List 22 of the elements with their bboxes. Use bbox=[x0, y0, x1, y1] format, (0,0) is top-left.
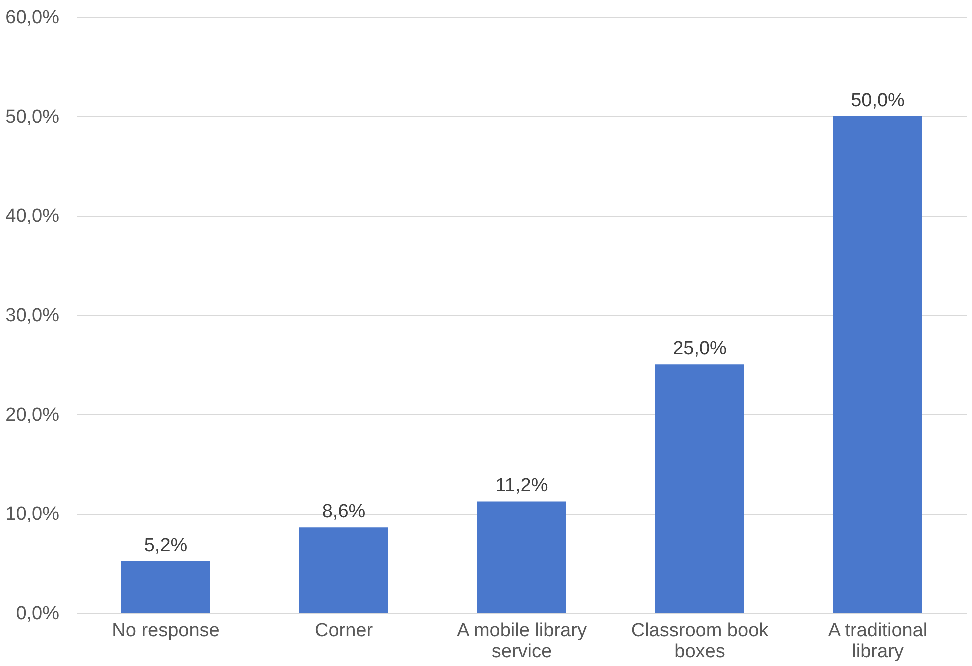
y-tick-label: 20,0% bbox=[6, 404, 60, 426]
data-label: 8,6% bbox=[322, 502, 366, 523]
bar bbox=[122, 561, 210, 613]
bar bbox=[656, 364, 744, 613]
y-tick-label: 10,0% bbox=[6, 504, 60, 526]
data-label: 11,2% bbox=[496, 476, 548, 497]
y-tick-label: 60,0% bbox=[6, 8, 60, 28]
bar bbox=[478, 502, 566, 613]
y-tick-label: 40,0% bbox=[6, 206, 60, 228]
y-tick-label: 50,0% bbox=[6, 106, 60, 128]
x-tick-label: A traditional library bbox=[828, 620, 928, 662]
x-tick-label: No response bbox=[112, 620, 220, 642]
x-tick-label: A mobile library service bbox=[457, 620, 588, 662]
x-tick-label: Classroom book boxes bbox=[631, 620, 770, 662]
data-label: 5,2% bbox=[144, 535, 188, 556]
x-tick-label: Corner bbox=[314, 620, 374, 642]
bar bbox=[300, 528, 388, 613]
data-label: 50,0% bbox=[851, 90, 906, 112]
y-tick-label: 30,0% bbox=[6, 306, 60, 326]
data-label: 25,0% bbox=[673, 338, 728, 360]
bar bbox=[834, 116, 922, 613]
y-tick-label: 0,0% bbox=[16, 604, 60, 624]
